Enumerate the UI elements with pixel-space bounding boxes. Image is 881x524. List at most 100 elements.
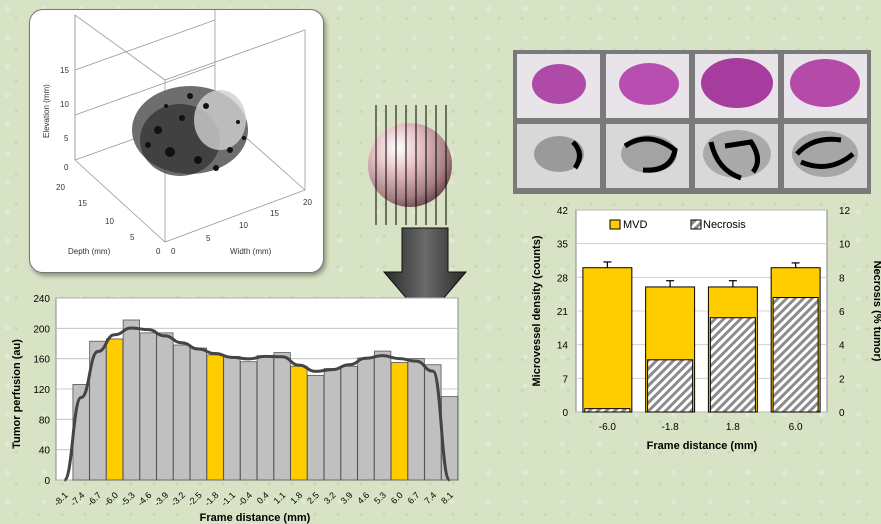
depth-tick: 5 <box>130 233 135 242</box>
elev-tick: 10 <box>60 100 69 109</box>
perfusion-ytick: 240 <box>33 294 50 305</box>
depth-axis-label: Depth (mm) <box>68 247 111 256</box>
perfusion-bar <box>273 352 291 481</box>
mvd-ytick-right: 6 <box>839 307 845 318</box>
mvd-xlabel: Frame distance (mm) <box>647 440 758 452</box>
perfusion-ylabel: Tumor perfusion (au) <box>11 339 23 449</box>
mvd-ytick-left: 35 <box>557 240 569 251</box>
perfusion-xtick: 7.4 <box>422 490 438 506</box>
perfusion-xtick: 6.0 <box>389 490 405 506</box>
slice-plane-lines <box>375 105 447 225</box>
mvd-xtick: -6.0 <box>599 422 617 433</box>
mvd-legend: MVD Necrosis <box>609 219 746 231</box>
perfusion-xtick: -1.8 <box>202 490 220 508</box>
width-tick: 10 <box>239 221 248 230</box>
perfusion-xtick: 5.3 <box>372 490 388 506</box>
perfusion-bar <box>240 361 258 481</box>
elevation-axis-label: Elevation (mm) <box>42 84 51 138</box>
perfusion-bar <box>374 350 392 481</box>
perfusion-ytick: 0 <box>44 476 50 487</box>
perfusion-xtick: -6.7 <box>85 490 103 508</box>
perfusion-bar <box>307 374 325 481</box>
mvd-ylabel-right: Necrosis (% tumor) <box>871 261 881 362</box>
down-arrow-icon <box>382 227 468 321</box>
perfusion-xtick: -1.1 <box>219 490 237 508</box>
depth-tick: 20 <box>56 183 65 192</box>
legend-swatch-mvd <box>609 219 621 230</box>
elev-tick: 5 <box>64 134 69 143</box>
perfusion-xtick: -6.0 <box>102 490 120 508</box>
mvd-ytick-right: 10 <box>839 240 851 251</box>
perfusion-xtick: -3.9 <box>152 490 170 508</box>
perfusion-xtick: -5.3 <box>119 490 137 508</box>
mvd-ytick-left: 7 <box>562 374 568 385</box>
perfusion-xtick: 3.9 <box>339 490 355 506</box>
mvd-ytick-left: 28 <box>557 273 569 284</box>
perfusion-bar <box>156 332 174 481</box>
perfusion-xtick: 6.7 <box>406 490 422 506</box>
histology-photo-strip <box>513 50 871 194</box>
necrosis-bar <box>772 297 819 413</box>
necrosis-bar <box>647 359 694 413</box>
perfusion-bar <box>173 344 191 481</box>
perfusion-bar <box>323 368 341 481</box>
perfusion-bar-highlight <box>390 362 408 481</box>
mvd-xtick: 6.0 <box>789 422 803 433</box>
he-stain-row <box>517 54 867 118</box>
perfusion-xtick: 3.2 <box>322 490 338 506</box>
mvd-xtick: 1.8 <box>726 422 740 433</box>
perfusion-xtick: -0.4 <box>236 490 254 508</box>
elev-tick: 0 <box>64 163 69 172</box>
mvd-ytick-left: 42 <box>557 206 569 217</box>
mvd-necrosis-chart: 0 7 14 21 28 35 42 0 2 4 6 8 10 12 -6.0 -1.8 1.8 6.0 MV… <box>531 206 881 452</box>
mvd-xtick: -1.8 <box>662 422 680 433</box>
necrosis-map-row <box>517 124 867 188</box>
perfusion-bar <box>223 355 241 481</box>
perfusion-ytick: 120 <box>33 385 50 396</box>
legend-label-necrosis: Necrosis <box>703 219 746 231</box>
perfusion-xtick: 2.5 <box>305 490 321 506</box>
perfusion-xtick: -2.5 <box>186 490 204 508</box>
perfusion-xtick: 4.6 <box>355 490 371 506</box>
perfusion-xtick: 1.8 <box>288 490 304 506</box>
mvd-ytick-left: 21 <box>557 307 569 318</box>
perfusion-bar <box>122 319 140 481</box>
perfusion-bar <box>407 358 425 481</box>
perfusion-bar <box>139 332 157 481</box>
perfusion-bar <box>340 365 358 481</box>
perfusion-xtick: -4.6 <box>135 490 153 508</box>
mvd-ytick-right: 12 <box>839 206 851 217</box>
perfusion-bar <box>424 364 442 481</box>
mvd-bar <box>582 267 633 413</box>
perfusion-xtick: 0.4 <box>255 490 271 506</box>
perfusion-bar <box>256 355 274 481</box>
perfusion-xtick: 1.1 <box>272 490 288 506</box>
perfusion-ytick: 40 <box>39 446 51 457</box>
perfusion-bar-highlight <box>290 365 308 481</box>
perfusion-fit-curve <box>62 326 452 482</box>
width-tick: 0 <box>171 247 176 256</box>
tumor-sphere-diagram <box>368 105 452 225</box>
mvd-ytick-left: 14 <box>557 341 569 352</box>
perfusion-ytick: 200 <box>33 324 50 335</box>
scan-3d-panel: 15 10 5 0 20 15 10 5 0 0 5 10 15 20 Elev… <box>29 0 324 273</box>
legend-swatch-necrosis <box>690 219 702 230</box>
mvd-ytick-right: 8 <box>839 273 845 284</box>
scan-3d-plot: 15 10 5 0 20 15 10 5 0 0 5 10 15 20 Elev… <box>42 0 312 256</box>
perfusion-chart: 0 40 80 120 160 200 240 -8.1-7.4-6.7-6.0-5.3-4… <box>11 294 459 524</box>
perfusion-bar <box>189 347 207 481</box>
width-tick: 15 <box>270 209 279 218</box>
width-tick: 20 <box>303 198 312 207</box>
mvd-ytick-right: 2 <box>839 374 845 385</box>
mvd-ytick-right: 4 <box>839 341 845 352</box>
depth-tick: 15 <box>78 199 87 208</box>
mvd-ytick-left: 0 <box>562 408 568 419</box>
tumor-volume <box>132 86 248 176</box>
legend-label-mvd: MVD <box>623 219 648 231</box>
depth-tick: 0 <box>156 247 161 256</box>
perfusion-ytick: 160 <box>33 355 50 366</box>
perfusion-xtick: -8.1 <box>52 490 70 508</box>
tumor-sphere <box>368 123 452 207</box>
width-axis-label: Width (mm) <box>230 247 272 256</box>
perfusion-xtick: -3.2 <box>169 490 187 508</box>
